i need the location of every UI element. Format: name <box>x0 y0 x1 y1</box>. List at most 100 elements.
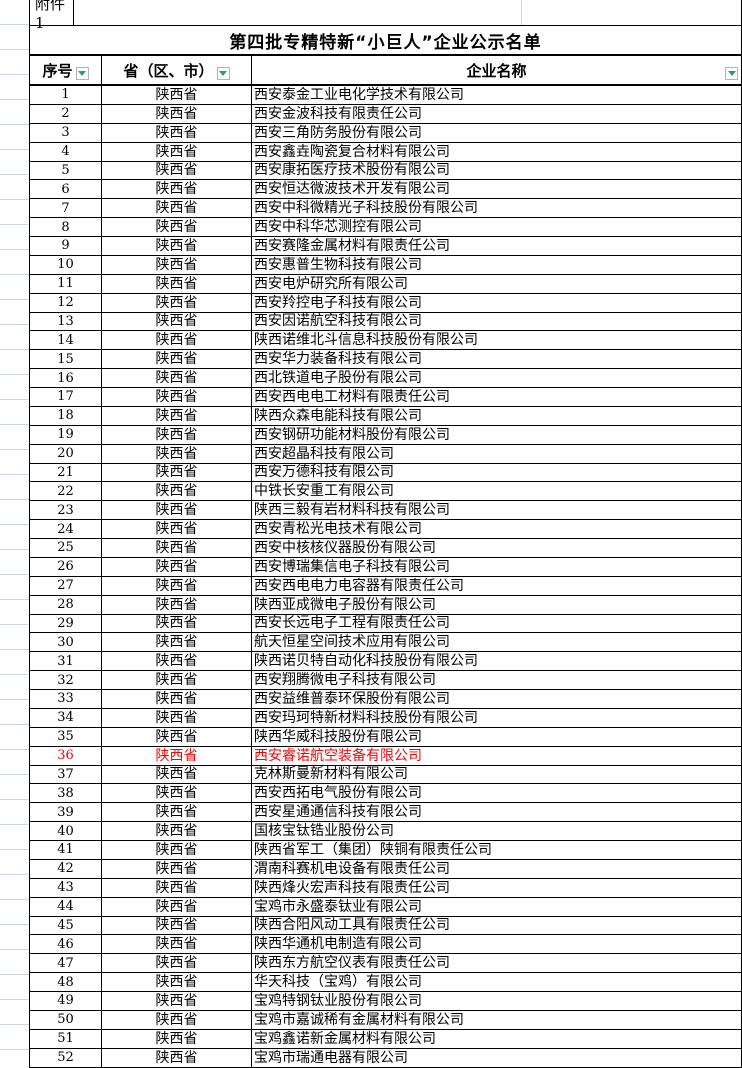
cell-row-number[interactable]: 35 <box>57 729 74 745</box>
cell-province[interactable]: 陕西省 <box>101 690 251 708</box>
cell-company-name[interactable]: 西安益维普泰环保股份有限公司 <box>251 690 741 708</box>
cell-row-number[interactable]: 8 <box>61 219 70 235</box>
header-cell-no[interactable]: 序号 <box>30 56 101 84</box>
cell-row-number[interactable]: 51 <box>57 1031 74 1047</box>
cell-province[interactable]: 陕西省 <box>101 123 251 142</box>
cell-company-name[interactable]: 西安惠普生物科技有限公司 <box>251 255 741 274</box>
cell-province[interactable]: 陕西省 <box>101 539 251 557</box>
cell-company-name[interactable]: 西安赛隆金属材料有限责任公司 <box>251 237 741 255</box>
cell-province[interactable]: 陕西省 <box>101 803 251 822</box>
cell-province[interactable]: 陕西省 <box>101 557 251 576</box>
cell-company-name[interactable]: 宝鸡特钢钛业股份有限公司 <box>251 992 741 1010</box>
cell-company-name[interactable]: 西安三角防务股份有限公司 <box>251 123 741 142</box>
cell-province[interactable]: 陕西省 <box>101 841 251 859</box>
cell-row-number[interactable]: 13 <box>57 313 74 329</box>
filter-dropdown-icon[interactable] <box>725 67 738 80</box>
cell-company-name[interactable]: 陕西三毅有岩材料科技有限公司 <box>251 501 741 520</box>
filter-dropdown-icon[interactable] <box>75 67 89 80</box>
cell-company-name[interactable]: 渭南科赛机电设备有限责任公司 <box>251 859 741 878</box>
attachment-label-cell[interactable]: 附件1 <box>30 0 74 32</box>
cell-company-name[interactable]: 宝鸡市永盛泰钛业有限公司 <box>251 897 741 916</box>
cell-province[interactable]: 陕西省 <box>101 161 251 180</box>
cell-row-number[interactable]: 30 <box>57 634 74 650</box>
cell-province[interactable]: 陕西省 <box>101 954 251 973</box>
cell-row-number[interactable]: 5 <box>61 162 70 178</box>
cell-row-number[interactable]: 49 <box>57 993 74 1009</box>
cell-province[interactable]: 陕西省 <box>101 218 251 236</box>
cell-row-number[interactable]: 36 <box>57 748 74 764</box>
cell-row-number[interactable]: 41 <box>57 842 74 858</box>
cell-province[interactable]: 陕西省 <box>101 199 251 218</box>
cell-row-number[interactable]: 20 <box>57 446 74 462</box>
cell-province[interactable]: 陕西省 <box>101 237 251 255</box>
cell-row-number[interactable]: 29 <box>57 615 74 631</box>
cell-row-number[interactable]: 34 <box>57 710 74 726</box>
cell-province[interactable]: 陕西省 <box>101 897 251 916</box>
cell-province[interactable]: 陕西省 <box>101 312 251 331</box>
cell-province[interactable]: 陕西省 <box>101 369 251 387</box>
cell-province[interactable]: 陕西省 <box>101 482 251 501</box>
cell-row-number[interactable]: 9 <box>61 238 70 254</box>
cell-company-name[interactable]: 西安翔腾微电子科技有限公司 <box>251 671 741 689</box>
cell-province[interactable]: 陕西省 <box>101 520 251 538</box>
cell-province[interactable]: 陕西省 <box>101 859 251 878</box>
cell-company-name[interactable]: 西安羚控电子科技有限公司 <box>251 293 741 312</box>
cell-company-name[interactable]: 陕西亚成微电子股份有限公司 <box>251 595 741 614</box>
cell-company-name[interactable]: 陕西华威科技股份有限公司 <box>251 727 741 746</box>
cell-company-name[interactable]: 西安星通通信科技有限公司 <box>251 803 741 822</box>
cell-company-name[interactable]: 西安泰金工业电化学技术有限公司 <box>251 86 741 104</box>
cell-province[interactable]: 陕西省 <box>101 973 251 991</box>
cell-row-number[interactable]: 7 <box>61 200 70 216</box>
cell-row-number[interactable]: 40 <box>57 823 74 839</box>
cell-row-number[interactable]: 14 <box>57 332 74 348</box>
cell-province[interactable]: 陕西省 <box>101 501 251 520</box>
cell-company-name[interactable]: 陕西诺贝特自动化科技股份有限公司 <box>251 652 741 671</box>
cell-province[interactable]: 陕西省 <box>101 255 251 274</box>
cell-company-name[interactable]: 国核宝钛锆业股份公司 <box>251 822 741 840</box>
cell-province[interactable]: 陕西省 <box>101 708 251 727</box>
cell-province[interactable]: 陕西省 <box>101 180 251 199</box>
cell-province[interactable]: 陕西省 <box>101 388 251 406</box>
cell-company-name[interactable]: 宝鸡市嘉诚稀有金属材料有限公司 <box>251 1010 741 1029</box>
cell-row-number[interactable]: 43 <box>57 880 74 896</box>
cell-row-number[interactable]: 17 <box>57 389 74 405</box>
cell-company-name[interactable]: 宝鸡鑫诺新金属材料有限公司 <box>251 1029 741 1048</box>
cell-province[interactable]: 陕西省 <box>101 86 251 104</box>
cell-row-number[interactable]: 24 <box>57 521 74 537</box>
cell-province[interactable]: 陕西省 <box>101 274 251 293</box>
cell-row-number[interactable]: 46 <box>57 936 74 952</box>
cell-province[interactable]: 陕西省 <box>101 633 251 652</box>
cell-row-number[interactable]: 2 <box>61 106 70 122</box>
cell-province[interactable]: 陕西省 <box>101 1010 251 1029</box>
cell-row-number[interactable]: 28 <box>57 597 74 613</box>
cell-province[interactable]: 陕西省 <box>101 293 251 312</box>
cell-company-name[interactable]: 西安睿诺航空装备有限公司 <box>251 746 741 765</box>
cell-company-name[interactable]: 陕西诺维北斗信息科技股份有限公司 <box>251 331 741 350</box>
cell-row-number[interactable]: 50 <box>57 1012 74 1028</box>
cell-company-name[interactable]: 西安金波科技有限责任公司 <box>251 104 741 123</box>
cell-province[interactable]: 陕西省 <box>101 1048 251 1067</box>
cell-row-number[interactable]: 4 <box>61 144 70 160</box>
cell-company-name[interactable]: 西安鑫垚陶瓷复合材料有限公司 <box>251 142 741 161</box>
cell-row-number[interactable]: 10 <box>57 257 74 273</box>
cell-company-name[interactable]: 陕西东方航空仪表有限责任公司 <box>251 954 741 973</box>
cell-row-number[interactable]: 23 <box>57 502 74 518</box>
cell-company-name[interactable]: 西北铁道电子股份有限公司 <box>251 369 741 387</box>
cell-row-number[interactable]: 47 <box>57 955 74 971</box>
cell-row-number[interactable]: 33 <box>57 691 74 707</box>
cell-province[interactable]: 陕西省 <box>101 142 251 161</box>
cell-company-name[interactable]: 西安中科华芯测控有限公司 <box>251 218 741 236</box>
cell-company-name[interactable]: 西安超晶科技有限公司 <box>251 444 741 463</box>
cell-row-number[interactable]: 39 <box>57 804 74 820</box>
cell-province[interactable]: 陕西省 <box>101 746 251 765</box>
cell-row-number[interactable]: 15 <box>57 351 74 367</box>
header-cell-company[interactable]: 企业名称 <box>251 56 741 84</box>
filter-dropdown-icon[interactable] <box>216 67 230 80</box>
cell-row-number[interactable]: 26 <box>57 559 74 575</box>
cell-row-number[interactable]: 52 <box>57 1050 74 1066</box>
cell-row-number[interactable]: 6 <box>61 181 70 197</box>
cell-province[interactable]: 陕西省 <box>101 595 251 614</box>
cell-province[interactable]: 陕西省 <box>101 331 251 350</box>
cell-row-number[interactable]: 48 <box>57 974 74 990</box>
cell-company-name[interactable]: 陕西合阳风动工具有限责任公司 <box>251 916 741 935</box>
